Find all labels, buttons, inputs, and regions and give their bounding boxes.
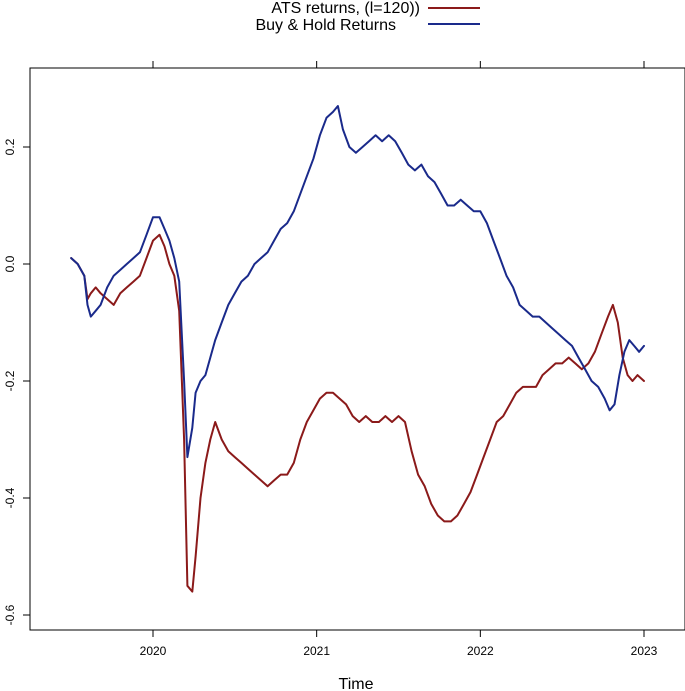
- y-axis: 0.2 0.0 -0.2 -0.4 -0.6: [3, 138, 30, 625]
- legend: ATS returns, (l=120)) Buy & Hold Returns: [255, 0, 480, 34]
- y-tick-label-3: -0.4: [3, 487, 17, 508]
- x-tick-label-2020: 2020: [140, 644, 167, 658]
- series-layer: [70, 105, 645, 593]
- legend-label-ats: ATS returns, (l=120)): [271, 0, 420, 17]
- x-axis: 2020 2021 2022 2023: [140, 61, 658, 658]
- x-axis-title: Time: [339, 676, 374, 691]
- legend-entry-ats: ATS returns, (l=120)): [271, 0, 480, 17]
- plot-frame: [29, 67, 685, 631]
- y-tick-label-0: 0.2: [3, 138, 17, 155]
- y-tick-label-2: -0.2: [3, 370, 17, 391]
- legend-entry-buy-hold: Buy & Hold Returns: [255, 17, 480, 34]
- x-tick-label-2023: 2023: [631, 644, 658, 658]
- series-line-buy-hold-returns: [70, 105, 645, 459]
- legend-label-buy-hold: Buy & Hold Returns: [255, 17, 396, 34]
- series-line-ats-returns: [70, 233, 645, 593]
- y-tick-label-1: 0.0: [3, 255, 17, 272]
- x-tick-label-2021: 2021: [303, 644, 330, 658]
- y-tick-label-4: -0.6: [3, 604, 17, 625]
- x-tick-label-2022: 2022: [467, 644, 494, 658]
